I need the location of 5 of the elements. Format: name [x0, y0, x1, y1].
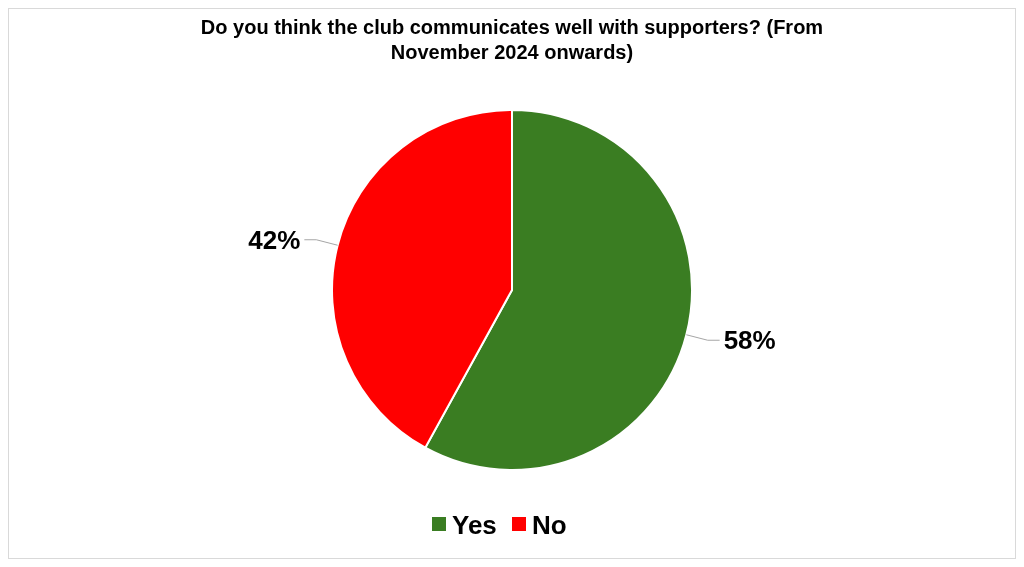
legend-label: No	[532, 510, 567, 541]
legend-label: Yes	[452, 510, 497, 541]
data-label: 42%	[248, 224, 301, 255]
data-label: 58%	[723, 325, 776, 356]
chart-title: Do you think the club communicates well with supporters? (From November 2024 onwards)	[200, 16, 824, 63]
